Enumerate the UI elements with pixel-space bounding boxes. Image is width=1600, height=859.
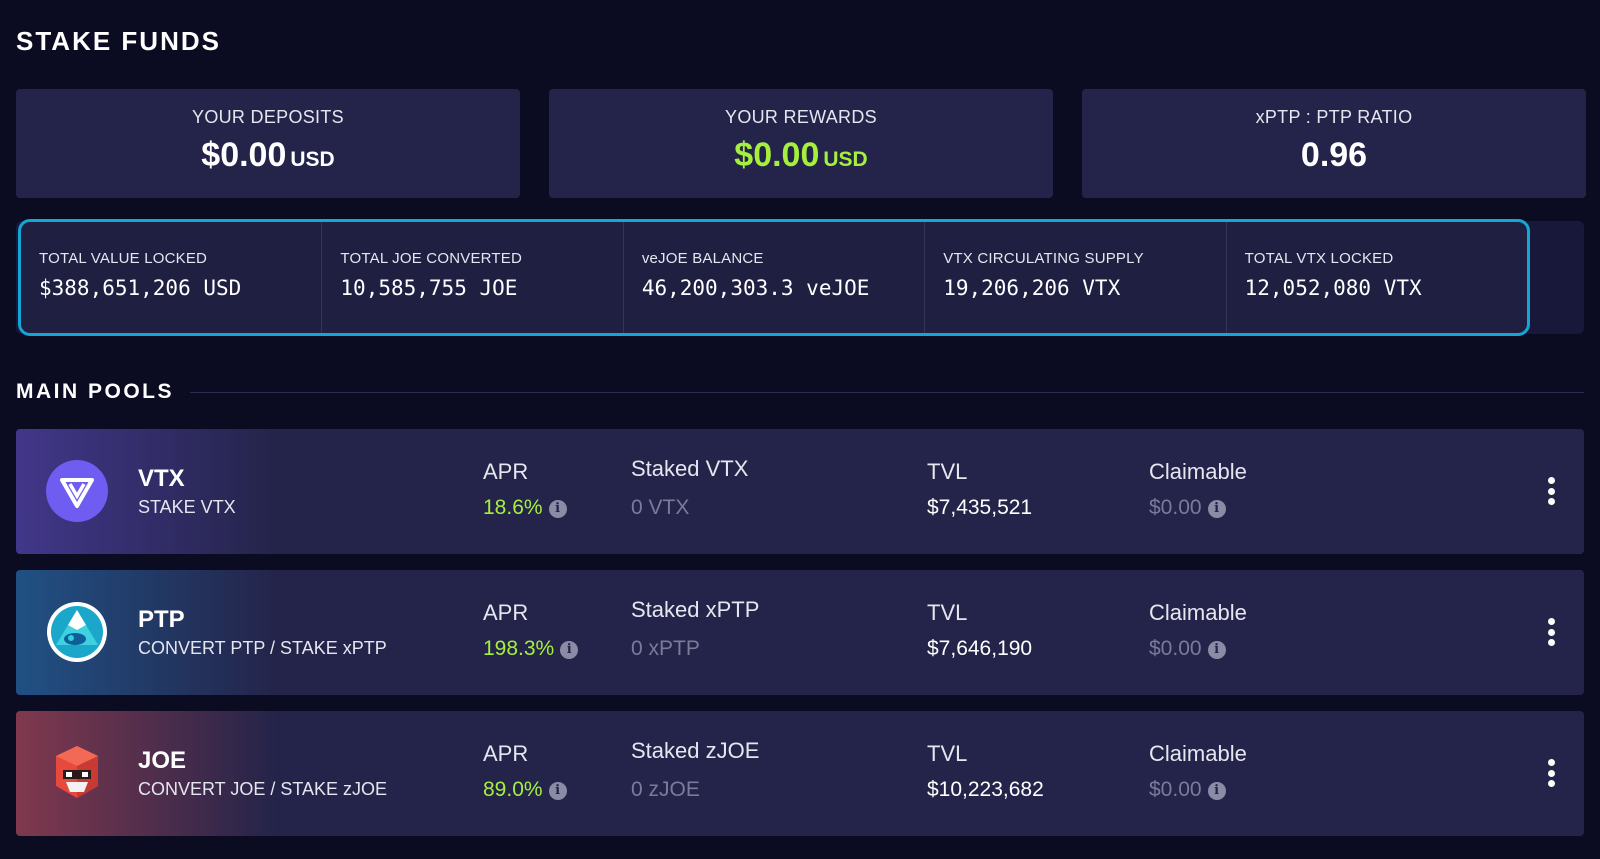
vtx-logo-icon: [46, 460, 108, 522]
staked-label: Staked VTX: [631, 456, 749, 481]
pool-subtitle: STAKE VTX: [138, 497, 236, 517]
apr-cell: 89.0% i: [483, 778, 567, 802]
claimable-label: Claimable: [1149, 600, 1247, 625]
stat-total-joe-converted: TOTAL JOE CONVERTED 10,585,755 JOE: [322, 222, 624, 333]
tvl-value: $7,646,190: [927, 637, 1033, 660]
claimable-value: $0.00: [1149, 637, 1202, 660]
claimable-value: $0.00: [1149, 778, 1202, 801]
pool-row-vtx[interactable]: VTX STAKE VTX APR 18.6% i Staked VTX 0 VT…: [16, 429, 1584, 554]
page-title: STAKE FUNDS: [16, 26, 221, 56]
stat-label: VTX CIRCULATING SUPPLY: [943, 250, 1144, 267]
tvl-label: TVL: [927, 459, 968, 484]
deposits-unit: USD: [290, 148, 335, 171]
claimable-cell: $0.00 i: [1149, 778, 1226, 802]
deposits-card: YOUR DEPOSITS $0.00 USD: [16, 89, 520, 198]
info-icon[interactable]: i: [1207, 641, 1226, 659]
tvl-label: TVL: [927, 600, 968, 625]
staked-label: Staked xPTP: [631, 597, 760, 622]
staked-label: Staked zJOE: [631, 738, 760, 763]
joe-logo-icon: [46, 742, 108, 804]
rewards-label: YOUR REWARDS: [725, 107, 877, 127]
ratio-card: xPTP : PTP RATIO 0.96: [1082, 89, 1586, 198]
staked-value: 0 zJOE: [631, 778, 700, 801]
rewards-value: $0.00: [734, 136, 820, 174]
info-icon[interactable]: i: [548, 782, 567, 800]
staked-value: 0 xPTP: [631, 637, 700, 660]
stat-value: 12,052,080 VTX: [1244, 276, 1422, 300]
info-icon[interactable]: i: [548, 500, 567, 518]
tvl-value: $10,223,682: [927, 778, 1044, 801]
apr-value: 198.3%: [483, 637, 555, 660]
info-icon[interactable]: i: [560, 641, 579, 659]
pool-name: JOE: [138, 747, 187, 774]
pool-subtitle: CONVERT JOE / STAKE zJOE: [138, 779, 388, 799]
pool-subtitle: CONVERT PTP / STAKE xPTP: [138, 638, 387, 658]
stat-label: TOTAL VALUE LOCKED: [39, 250, 208, 267]
info-icon[interactable]: i: [1207, 782, 1226, 800]
rewards-unit: USD: [823, 148, 868, 171]
more-options-icon[interactable]: [1546, 759, 1556, 787]
more-options-icon[interactable]: [1546, 618, 1556, 646]
info-icon[interactable]: i: [1207, 500, 1226, 518]
deposits-value: $0.00: [201, 136, 287, 174]
pool-name: PTP: [138, 606, 185, 633]
apr-value: 18.6%: [483, 496, 543, 519]
tvl-label: TVL: [927, 741, 968, 766]
pool-row-ptp[interactable]: PTP CONVERT PTP / STAKE xPTP APR 198.3% i…: [16, 570, 1584, 695]
claimable-cell: $0.00 i: [1149, 637, 1226, 661]
apr-label: APR: [483, 459, 529, 484]
ratio-label: xPTP : PTP RATIO: [1255, 107, 1413, 127]
deposits-value-row: $0.00 USD: [16, 136, 520, 175]
apr-label: APR: [483, 741, 529, 766]
apr-cell: 198.3% i: [483, 637, 579, 661]
stat-label: TOTAL JOE CONVERTED: [340, 250, 523, 267]
claimable-label: Claimable: [1149, 741, 1247, 766]
stat-value: $388,651,206 USD: [39, 276, 242, 300]
stat-label: veJOE BALANCE: [641, 250, 764, 267]
staked-value: 0 VTX: [631, 496, 690, 519]
tvl-value: $7,435,521: [927, 496, 1033, 519]
pool-name: VTX: [138, 465, 185, 492]
section-title: MAIN POOLS: [16, 380, 175, 403]
ratio-value: 0.96: [1300, 136, 1368, 174]
stat-label: TOTAL VTX LOCKED: [1244, 250, 1394, 267]
rewards-value-row: $0.00 USD: [549, 136, 1053, 175]
stat-vejoe-balance: veJOE BALANCE 46,200,303.3 veJOE: [624, 222, 926, 333]
stat-total-vtx-locked: TOTAL VTX LOCKED 12,052,080 VTX: [1227, 222, 1527, 333]
stat-value: 19,206,206 VTX: [943, 276, 1121, 300]
apr-value: 89.0%: [483, 778, 543, 801]
claimable-label: Claimable: [1149, 459, 1247, 484]
ptp-logo-icon: [46, 601, 108, 663]
stats-strip: TOTAL VALUE LOCKED $388,651,206 USD TOTA…: [18, 219, 1530, 336]
stat-value: 10,585,755 JOE: [340, 276, 518, 300]
claimable-cell: $0.00 i: [1149, 496, 1226, 520]
pool-row-joe[interactable]: JOE CONVERT JOE / STAKE zJOE APR 89.0% i …: [16, 711, 1584, 836]
rewards-card: YOUR REWARDS $0.00 USD: [549, 89, 1053, 198]
stat-value: 46,200,303.3 veJOE: [641, 276, 870, 300]
deposits-label: YOUR DEPOSITS: [192, 107, 344, 127]
section-divider: [190, 392, 1584, 393]
claimable-value: $0.00: [1149, 496, 1202, 519]
stat-vtx-circulating-supply: VTX CIRCULATING SUPPLY 19,206,206 VTX: [925, 222, 1227, 333]
more-options-icon[interactable]: [1546, 477, 1556, 505]
apr-cell: 18.6% i: [483, 496, 567, 520]
stat-total-value-locked: TOTAL VALUE LOCKED $388,651,206 USD: [21, 222, 323, 333]
apr-label: APR: [483, 600, 529, 625]
